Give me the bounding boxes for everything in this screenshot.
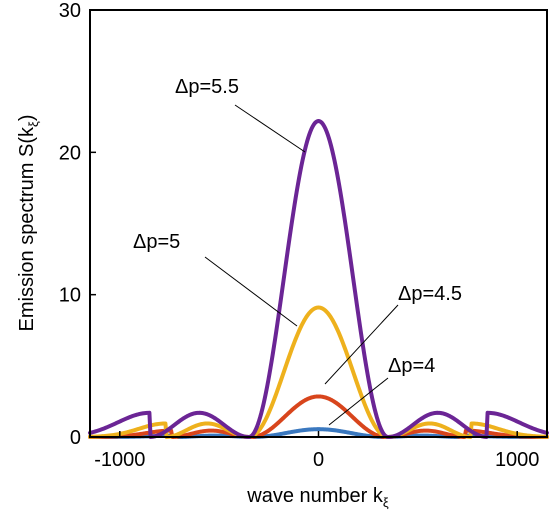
x-tick-label: 0: [313, 449, 324, 471]
y-tick-label: 20: [59, 142, 81, 164]
series-label-0: Δp=5.5: [175, 76, 239, 98]
leader-line-2: [324, 304, 399, 385]
x-axis-title: wave number kξ: [246, 485, 389, 510]
x-tick-label: 1000: [495, 449, 540, 471]
annotation-leaders: [204, 104, 399, 426]
series-line-0: [88, 119, 549, 439]
series-label-2: Δp=4.5: [398, 283, 462, 305]
series-line-1: [88, 305, 549, 439]
series-curves: [88, 119, 549, 439]
x-tick-label: -1000: [94, 449, 145, 471]
axis-ticks: -1000 0 1000 0 10 20 30: [59, 0, 540, 471]
leader-line-1: [204, 256, 298, 327]
leader-line-3: [328, 377, 389, 426]
series-label-3: Δp=4: [388, 355, 435, 377]
y-axis-title: Emission spectrum S(kξ): [16, 115, 41, 332]
series-label-1: Δp=5: [133, 231, 180, 253]
y-tick-label: 10: [59, 285, 81, 307]
series-annotations: Δp=5.5 Δp=5 Δp=4.5 Δp=4: [133, 76, 462, 377]
y-tick-label: 0: [70, 427, 81, 449]
leader-line-0: [234, 104, 306, 153]
y-tick-label: 30: [59, 0, 81, 22]
plot-frame: [89, 9, 548, 438]
